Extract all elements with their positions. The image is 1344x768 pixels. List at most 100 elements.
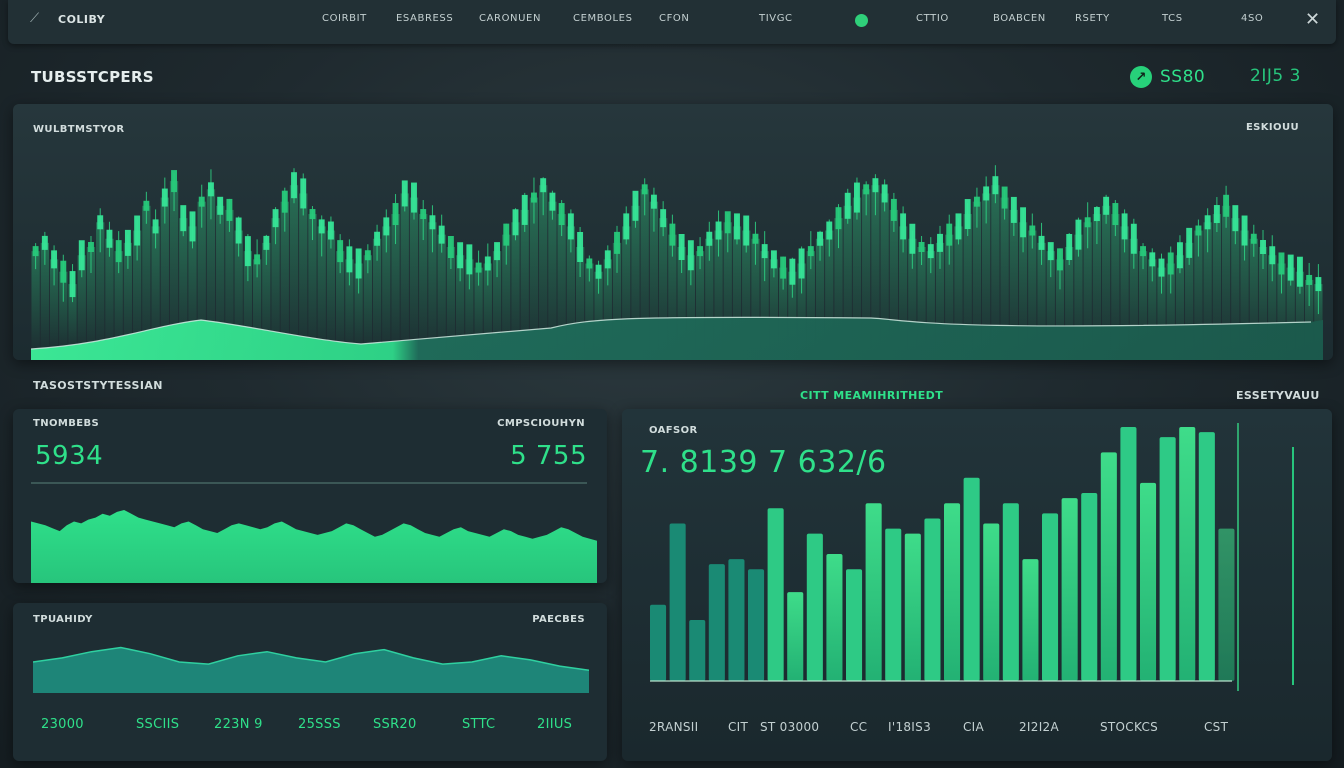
metrics-footer-value: CST [1204, 720, 1229, 734]
volume-column [465, 259, 474, 350]
volume-area-chart[interactable] [31, 473, 597, 583]
candle-body [1315, 277, 1322, 292]
volume-column [594, 271, 603, 350]
candle-body [558, 203, 565, 226]
volume-card-value-right: 5 755 [510, 441, 587, 471]
candle-body [226, 198, 233, 221]
metrics-footer-value: ST 03000 [760, 720, 820, 734]
volume-column [945, 234, 954, 350]
nav-item-6[interactable]: TIVGC [759, 13, 793, 24]
main-chart-title: WULBTMSTYOR [33, 124, 125, 135]
candle-body [641, 184, 648, 195]
volume-column [695, 251, 705, 350]
candle-body [604, 250, 611, 269]
volume-column [400, 193, 409, 350]
volume-column [391, 214, 400, 350]
candle-body [1204, 215, 1211, 230]
candle-body [263, 235, 270, 250]
trend-card-label-left: TPUAHIDY [33, 614, 93, 625]
main-candlestick-chart[interactable] [31, 114, 1323, 360]
volume-column [419, 214, 428, 350]
volume-column [409, 197, 419, 350]
candle-body [706, 231, 713, 246]
volume-column [788, 271, 797, 350]
volume-column [797, 263, 806, 350]
metric-bar [1140, 482, 1157, 681]
volume-column [972, 201, 982, 350]
candle-body [180, 205, 187, 232]
candle-body [475, 262, 482, 273]
trend-footer-value: SSR20 [373, 717, 417, 732]
nav-item-5[interactable]: CFON [659, 13, 690, 24]
volume-column [1185, 242, 1194, 350]
candle-body [1306, 274, 1313, 285]
candle-body [937, 233, 943, 252]
volume-column [511, 222, 520, 350]
volume-column [1258, 247, 1268, 350]
candle-body [281, 190, 288, 213]
candle-body [457, 242, 464, 269]
nav-item-9[interactable]: RSETY [1075, 13, 1110, 24]
nav-item-3[interactable]: CARONUEN [479, 13, 542, 24]
trend-area [33, 647, 589, 693]
volume-column [751, 238, 760, 350]
volume-column [1046, 251, 1055, 350]
volume-column [723, 222, 732, 350]
candle-body [586, 258, 593, 269]
volume-column [1083, 222, 1092, 350]
volume-column [1240, 230, 1249, 350]
close-icon[interactable]: ✕ [1305, 9, 1321, 30]
candle-body [531, 192, 537, 203]
candle-body [577, 232, 584, 262]
volume-column [446, 247, 456, 350]
metric-bar [963, 477, 980, 681]
metric-bar [748, 569, 765, 681]
candle-body [411, 182, 417, 213]
volume-column [520, 209, 529, 350]
metric-bar [728, 559, 745, 681]
volume-column [825, 230, 834, 350]
trend-footer-value: STTC [462, 717, 496, 732]
volume-column [1148, 259, 1157, 350]
metric-bar [865, 503, 882, 681]
trend-line-chart[interactable] [33, 631, 589, 693]
volume-column [262, 242, 271, 350]
candle-body [78, 240, 85, 271]
candle-body [60, 260, 67, 283]
candle-body [189, 211, 196, 242]
candle-body [1177, 242, 1183, 269]
candle-body [438, 225, 445, 244]
volume-column [1065, 247, 1074, 350]
metrics-bar-chart[interactable] [642, 417, 1242, 693]
candle-body [632, 190, 639, 221]
brand[interactable]: ⟋ COLIBY [30, 12, 105, 26]
candle-body [503, 223, 510, 246]
back-arrow-icon[interactable]: ⟋ [30, 11, 40, 26]
nav-item-7[interactable]: CTTIO [916, 13, 949, 24]
main-chart-subtitle: ESKIOUU [1245, 122, 1299, 133]
nav-item-11[interactable]: 4SO [1241, 13, 1264, 24]
volume-column [1074, 234, 1083, 350]
nav-item-2[interactable]: ESABRESS [396, 13, 454, 24]
volume-column [1157, 267, 1166, 350]
volume-column [114, 251, 123, 350]
candle-body [300, 178, 307, 209]
candle-body [1250, 233, 1257, 244]
candle-body [697, 246, 704, 257]
section-title-center: CITT MEAMIHRITHEDT [800, 389, 944, 402]
volume-column [77, 255, 86, 350]
nav-item-10[interactable]: TCS [1162, 13, 1183, 24]
volume-column [49, 259, 59, 350]
nav-item-1[interactable]: COIRBIT [322, 13, 367, 24]
volume-column [289, 185, 299, 350]
volume-column [705, 238, 714, 350]
volume-column [1286, 267, 1295, 350]
volume-column [308, 214, 317, 350]
volume-column [1120, 226, 1129, 350]
nav-item-8[interactable]: BOABCEN [993, 13, 1046, 24]
nav-item-4[interactable]: CEMBOLES [573, 13, 633, 24]
candle-body [1066, 234, 1073, 260]
status-dot-icon[interactable] [855, 14, 868, 27]
candle-body [734, 213, 740, 240]
